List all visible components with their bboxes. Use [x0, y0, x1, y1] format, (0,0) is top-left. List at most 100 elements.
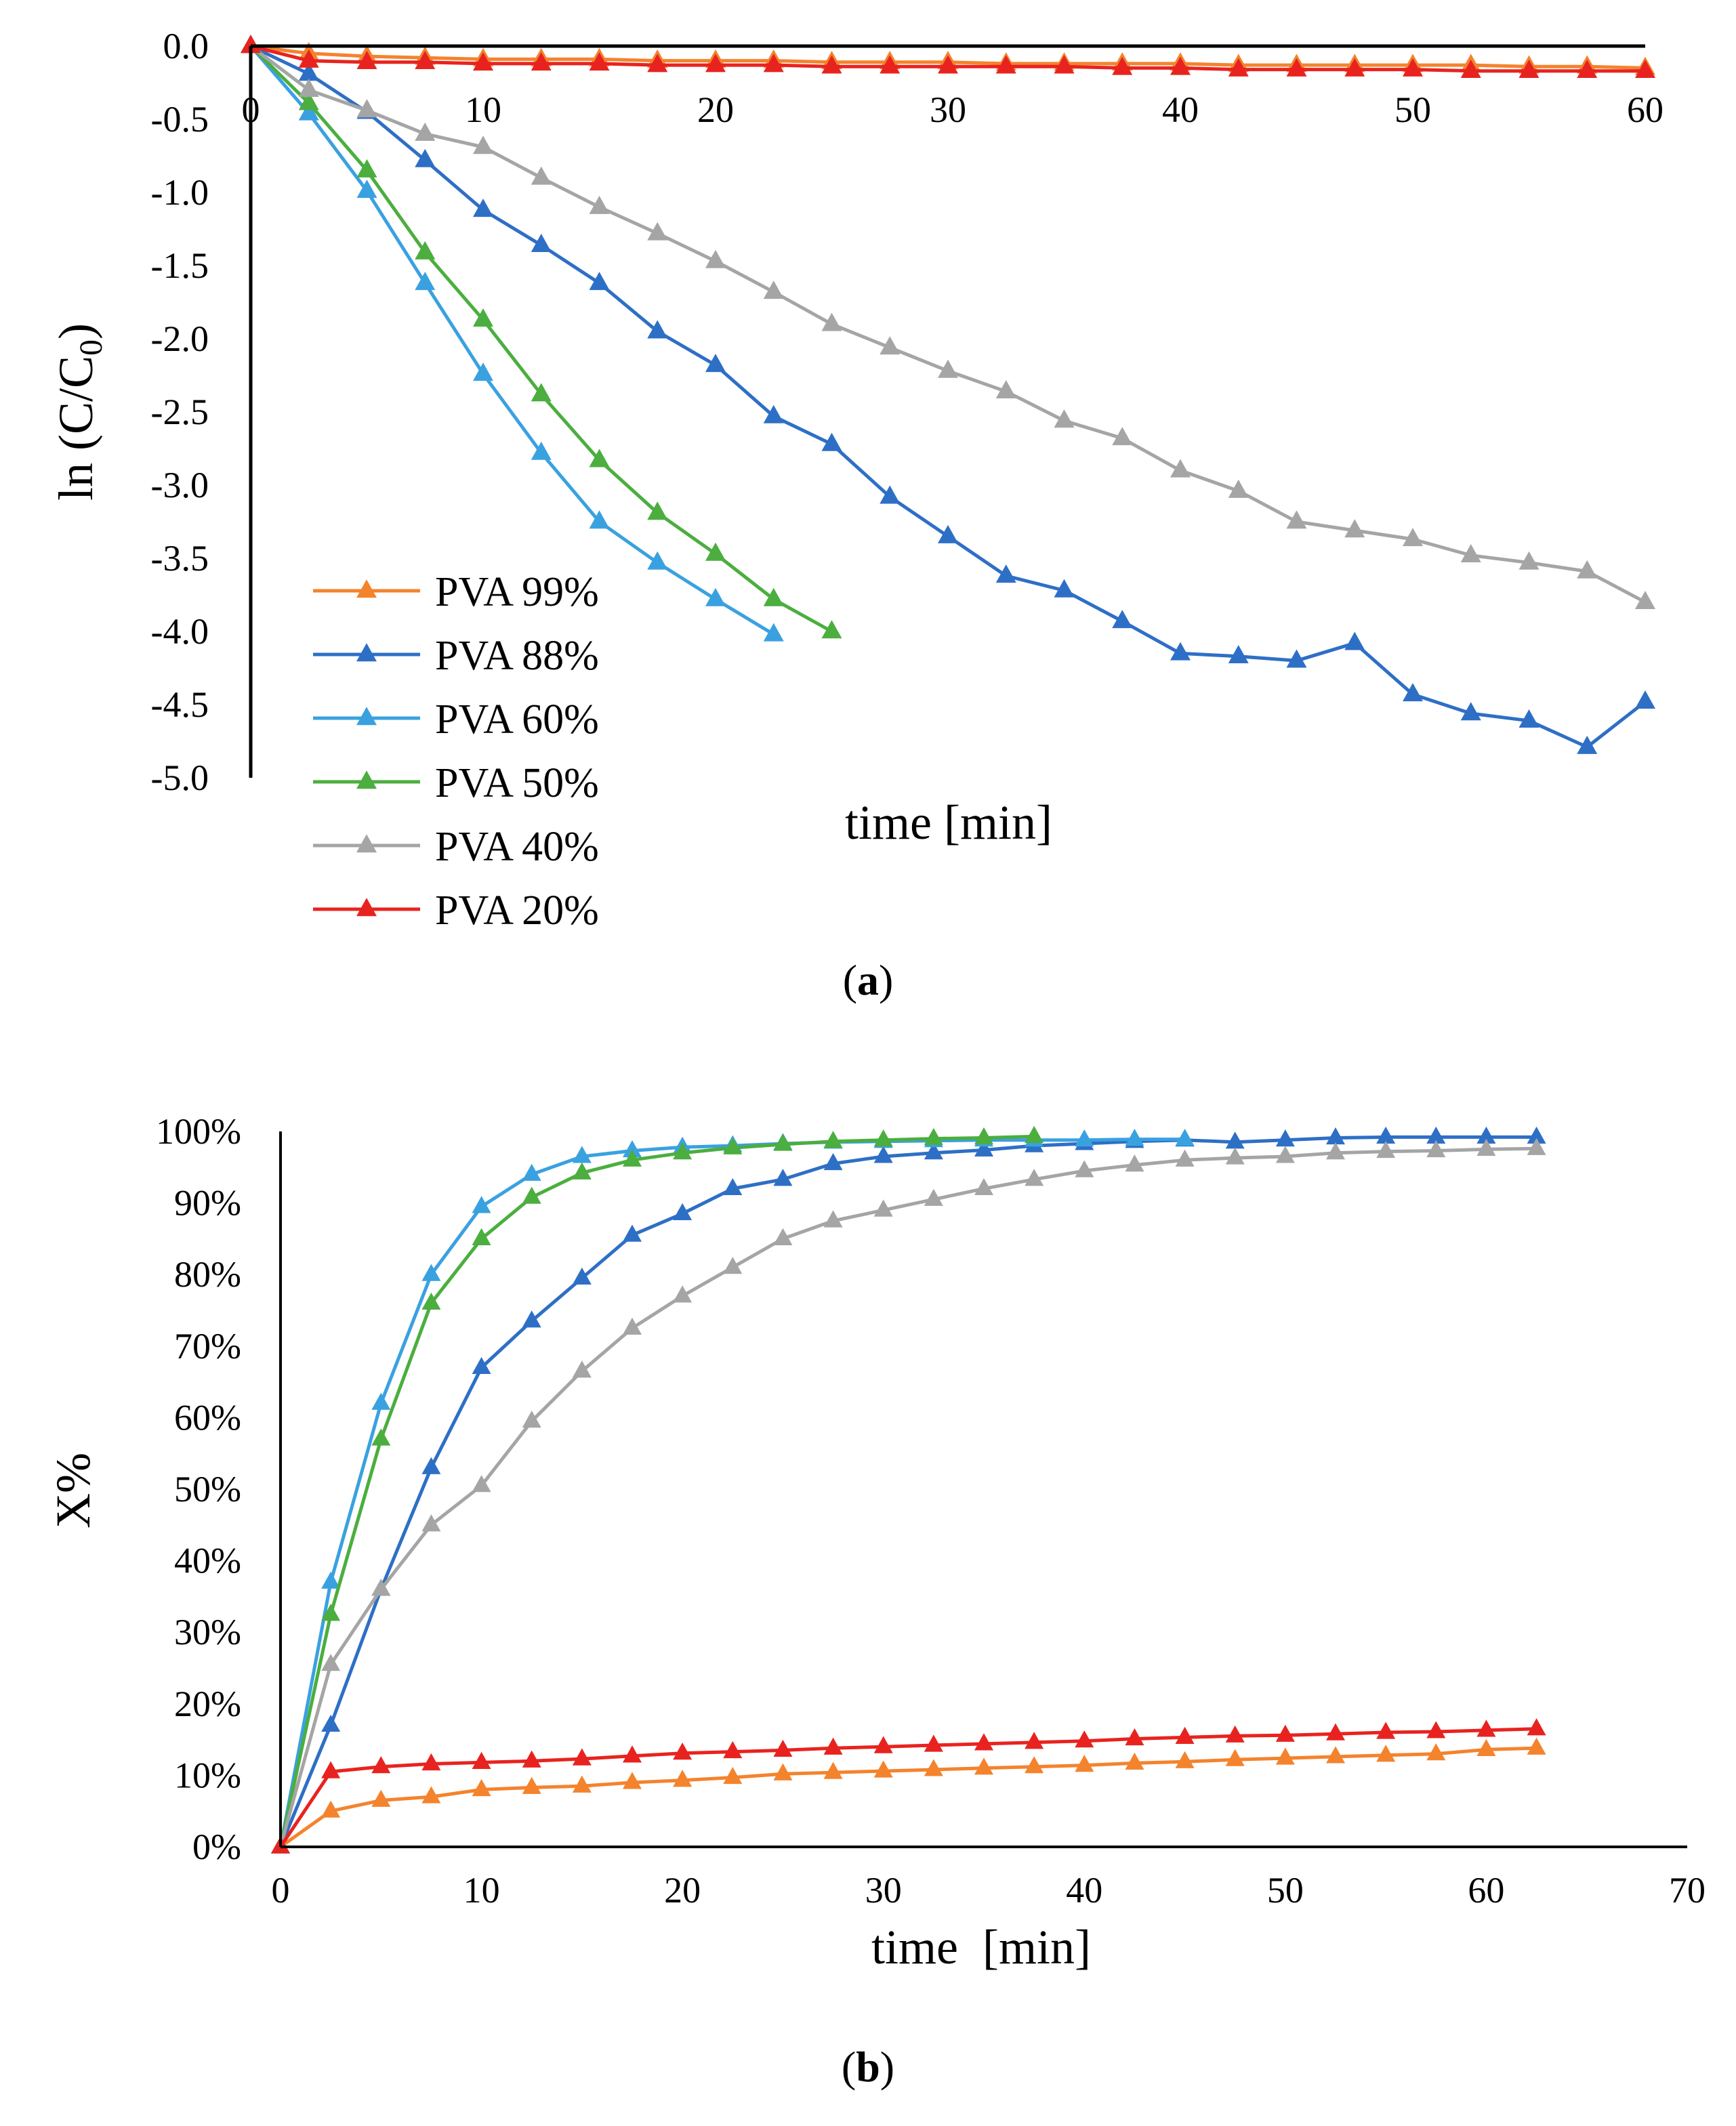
panel-b-data-point-pva-88 — [321, 1714, 341, 1732]
panel-b-data-point-pva-88 — [924, 1142, 943, 1160]
panel-b-data-point-pva-20 — [1125, 1728, 1144, 1746]
panel-b-data-point-pva-60 — [472, 1196, 491, 1213]
panel-a-data-point-pva-88 — [1577, 735, 1598, 754]
panel-a-data-point-pva-40 — [589, 195, 610, 214]
panel-b-data-point-pva-40 — [723, 1257, 743, 1274]
panel-b-data-point-pva-99 — [773, 1763, 793, 1780]
panel-a-data-point-pva-60 — [356, 180, 377, 199]
panel-b-data-point-pva-88 — [1225, 1131, 1245, 1149]
panel-a-x-tick-label: 10 — [465, 89, 501, 130]
panel-a-data-point-pva-88 — [415, 148, 436, 167]
panel-a-data-point-pva-20 — [938, 55, 958, 74]
panel-b-data-point-pva-88 — [1326, 1127, 1345, 1145]
panel-b-data-point-pva-20 — [673, 1743, 693, 1760]
panel-a-data-point-pva-88 — [1460, 702, 1481, 721]
panel-a-data-point-pva-50 — [589, 449, 610, 467]
panel-b-y-tick-label: 70% — [174, 1326, 241, 1367]
panel-b-data-point-pva-88 — [572, 1267, 592, 1285]
panel-a-caption: (a) — [843, 956, 894, 1004]
panel-b-data-point-pva-40 — [522, 1411, 541, 1428]
panel-a-data-point-pva-20 — [1518, 59, 1539, 78]
panel-b-data-point-pva-40 — [371, 1579, 391, 1596]
panel-b-x-tick-label: 60 — [1468, 1870, 1504, 1911]
panel-b-data-point-pva-20 — [1025, 1732, 1044, 1749]
panel-b-series-pva-99 — [271, 1737, 1546, 1854]
panel-b-data-point-pva-40 — [1476, 1138, 1496, 1156]
panel-b-data-point-pva-88 — [873, 1146, 893, 1163]
legend-item-pva-20: PVA 20% — [313, 888, 599, 934]
panel-a-data-point-pva-20 — [1228, 58, 1249, 77]
panel-b-data-point-pva-40 — [1527, 1138, 1546, 1155]
panel-b-data-point-pva-99 — [1125, 1752, 1144, 1770]
panel-b-y-tick-label: 90% — [174, 1183, 241, 1224]
panel-b-data-point-pva-60 — [421, 1264, 441, 1281]
panel-b-x-tick-label: 20 — [664, 1870, 701, 1911]
panel-a-data-point-pva-40 — [1228, 479, 1249, 498]
legend-swatch-marker-pva-99 — [356, 579, 377, 598]
panel-b-series-line-pva-50 — [278, 1134, 1035, 1848]
panel-b-data-point-pva-50 — [1025, 1125, 1044, 1143]
panel-b-x-tick-label: 30 — [865, 1870, 902, 1911]
panel-a-data-point-pva-60 — [531, 441, 552, 460]
panel-a-data-point-pva-40 — [415, 122, 436, 141]
panel-a-x-tick-label: 0 — [242, 89, 260, 130]
panel-a-data-point-pva-40 — [298, 79, 319, 98]
legend-item-pva-50: PVA 50% — [313, 760, 599, 806]
panel-b-data-point-pva-50 — [623, 1149, 642, 1167]
panel-b-data-point-pva-20 — [773, 1739, 793, 1757]
panel-b-x-axis-label: time [min] — [871, 1920, 1091, 1974]
panel-a-series-pva-60 — [241, 35, 784, 642]
panel-b-data-point-pva-40 — [623, 1317, 642, 1335]
panel-b-y-tick-label: 60% — [174, 1397, 241, 1438]
panel-b-data-point-pva-20 — [1225, 1725, 1245, 1743]
panel-b-series-line-pva-99 — [279, 1746, 1537, 1849]
panel-b-y-axis-label: X% — [46, 1453, 100, 1528]
panel-a-data-point-pva-40 — [1460, 543, 1481, 562]
panel-a-chart: 0 10 20 30 40 50 60 0.0 -0.5 -1.0 -1.5 -2.0 -2.5 -3.0… — [49, 26, 1663, 1004]
panel-b-data-point-pva-88 — [472, 1356, 491, 1375]
panel-b-x-tick-label: 70 — [1669, 1870, 1706, 1911]
panel-b-series-pva-50 — [271, 1125, 1044, 1854]
legend-swatch-marker-pva-50 — [356, 770, 377, 789]
panel-b-data-point-pva-99 — [823, 1762, 843, 1779]
panel-a-data-point-pva-88 — [705, 354, 726, 373]
panel-a-data-point-pva-60 — [298, 102, 319, 121]
panel-b-data-point-pva-99 — [472, 1778, 491, 1797]
panel-b-chart: 0 10 20 30 40 50 60 70 0% 10% 20% 30% 40% 50% 60% 70% 80… — [46, 1111, 1706, 2091]
legend-label-pva-99: PVA 99% — [435, 569, 599, 615]
panel-a-data-point-pva-88 — [473, 199, 493, 217]
panel-b-y-tick-label: 0% — [192, 1827, 241, 1867]
panel-a-x-axis-label: time [min] — [845, 795, 1052, 850]
panel-b-data-point-pva-40 — [1326, 1142, 1345, 1160]
panel-b-data-point-pva-40 — [924, 1188, 943, 1206]
legend-swatch-marker-pva-60 — [356, 707, 377, 726]
panel-a-data-point-pva-50 — [298, 91, 319, 110]
panel-a-caption-letter: a — [857, 956, 879, 1004]
panel-b-plot-area — [271, 1125, 1546, 1854]
panel-a-data-point-pva-88 — [1635, 690, 1655, 709]
panel-a-y-tick-label: -4.5 — [151, 684, 209, 725]
panel-a-series-pva-50 — [241, 35, 842, 639]
panel-b-data-point-pva-40 — [421, 1514, 441, 1532]
panel-b-data-point-pva-50 — [723, 1137, 743, 1154]
panel-a-data-point-pva-60 — [473, 362, 493, 381]
panel-a-data-point-pva-60 — [763, 623, 784, 642]
panel-b-data-point-pva-99 — [321, 1800, 341, 1818]
panel-b-data-point-pva-20 — [321, 1761, 341, 1778]
panel-a-data-point-pva-20 — [705, 54, 726, 72]
panel-a-data-point-pva-20 — [1112, 56, 1133, 75]
panel-b-data-point-pva-20 — [1376, 1722, 1396, 1739]
panel-b-data-point-pva-20 — [823, 1737, 843, 1755]
panel-b-data-point-pva-99 — [1527, 1737, 1546, 1755]
panel-a-data-point-pva-20 — [1286, 58, 1307, 77]
panel-a-data-point-pva-20 — [880, 55, 901, 74]
panel-a-data-point-pva-88 — [1228, 644, 1249, 663]
panel-b-data-point-pva-60 — [623, 1140, 642, 1158]
panel-a-data-point-pva-40 — [880, 336, 901, 355]
panel-b-data-point-pva-88 — [823, 1152, 843, 1171]
panel-b-y-tick-label: 80% — [174, 1254, 241, 1295]
panel-a-data-point-pva-20 — [473, 52, 493, 71]
panel-b-data-point-pva-50 — [773, 1133, 793, 1151]
panel-b-y-tick-label: 50% — [174, 1469, 241, 1509]
